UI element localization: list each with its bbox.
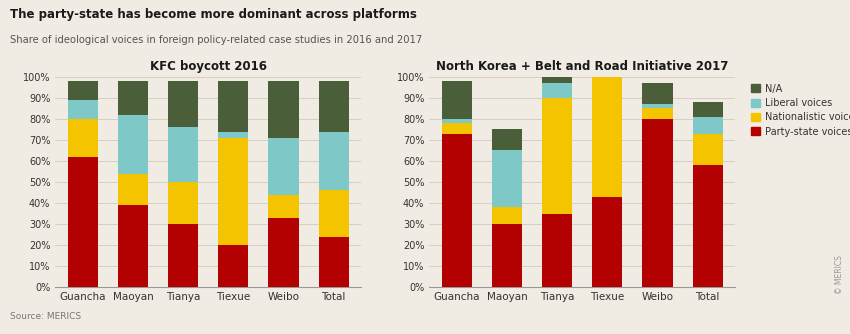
Bar bbox=[269, 138, 298, 195]
Bar bbox=[592, 77, 622, 197]
Bar bbox=[442, 119, 472, 123]
Bar bbox=[118, 174, 148, 205]
Bar bbox=[442, 123, 472, 134]
Text: Source: MERICS: Source: MERICS bbox=[10, 312, 82, 321]
Bar bbox=[319, 190, 348, 237]
Title: KFC boycott 2016: KFC boycott 2016 bbox=[150, 60, 267, 73]
Bar bbox=[218, 81, 248, 132]
Bar bbox=[269, 195, 298, 218]
Bar bbox=[68, 119, 98, 157]
Bar bbox=[542, 98, 572, 214]
Bar bbox=[319, 132, 348, 190]
Bar bbox=[542, 214, 572, 287]
Bar bbox=[168, 127, 198, 182]
Bar bbox=[542, 83, 572, 98]
Bar bbox=[118, 115, 148, 174]
Bar bbox=[442, 134, 472, 287]
Bar bbox=[118, 81, 148, 115]
Bar bbox=[218, 132, 248, 138]
Bar bbox=[319, 81, 348, 132]
Bar bbox=[693, 165, 722, 287]
Bar bbox=[118, 205, 148, 287]
Bar bbox=[693, 102, 722, 117]
Bar bbox=[492, 224, 522, 287]
Bar bbox=[319, 237, 348, 287]
Text: The party-state has become more dominant across platforms: The party-state has become more dominant… bbox=[10, 8, 417, 21]
Bar bbox=[442, 81, 472, 119]
Bar bbox=[492, 129, 522, 150]
Bar bbox=[68, 100, 98, 119]
Bar bbox=[269, 218, 298, 287]
Bar bbox=[492, 207, 522, 224]
Bar bbox=[218, 138, 248, 245]
Title: North Korea + Belt and Road Initiative 2017: North Korea + Belt and Road Initiative 2… bbox=[436, 60, 728, 73]
Legend: N/A, Liberal voices, Nationalistic voices, Party-state voices: N/A, Liberal voices, Nationalistic voice… bbox=[750, 82, 850, 139]
Bar bbox=[218, 245, 248, 287]
Bar bbox=[168, 224, 198, 287]
Bar bbox=[68, 81, 98, 100]
Bar bbox=[269, 81, 298, 138]
Bar bbox=[168, 182, 198, 224]
Bar bbox=[592, 197, 622, 287]
Bar bbox=[492, 150, 522, 207]
Bar bbox=[643, 119, 672, 287]
Bar bbox=[643, 108, 672, 119]
Bar bbox=[693, 117, 722, 134]
Bar bbox=[693, 134, 722, 165]
Bar bbox=[542, 77, 572, 83]
Text: © MERICS: © MERICS bbox=[835, 255, 844, 294]
Text: Share of ideological voices in foreign policy-related case studies in 2016 and 2: Share of ideological voices in foreign p… bbox=[10, 35, 422, 45]
Bar bbox=[643, 104, 672, 108]
Bar bbox=[68, 157, 98, 287]
Bar bbox=[168, 81, 198, 127]
Bar bbox=[643, 83, 672, 104]
